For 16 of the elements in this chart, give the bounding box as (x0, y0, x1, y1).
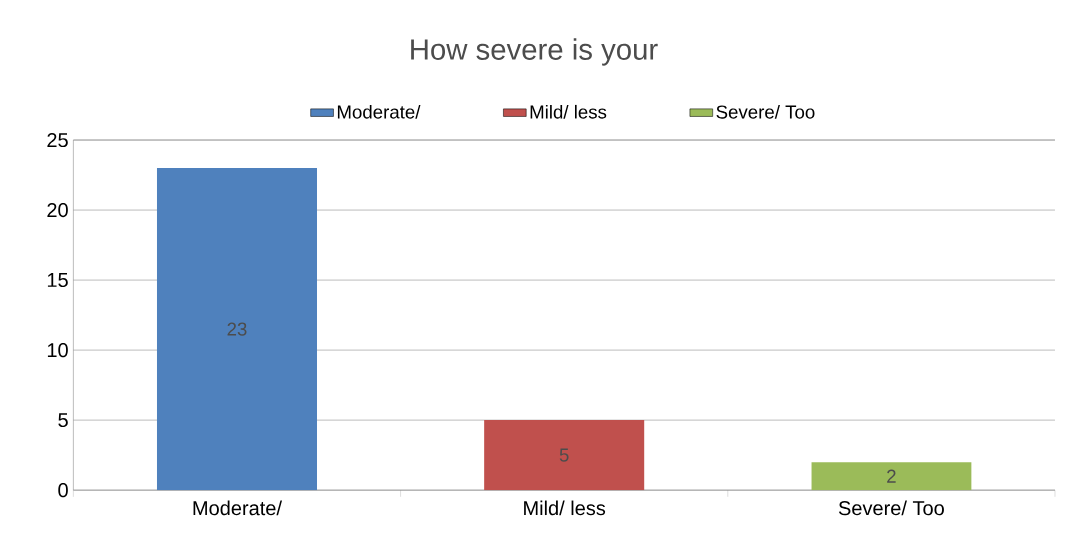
y-tick-label: 25 (47, 132, 68, 148)
x-tick-label: Mild/ less (524, 500, 606, 516)
legend-label: Mild/ less (530, 104, 607, 119)
legend-label: Severe/ Too (716, 104, 815, 119)
data-label: 2 (887, 469, 896, 483)
chart-title: How severe is your (411, 38, 658, 66)
data-label: 23 (227, 322, 247, 336)
y-tick-label: 5 (58, 413, 68, 428)
y-tick-label: 20 (47, 202, 68, 218)
data-label: 5 (559, 448, 569, 462)
y-tick-label: 15 (47, 273, 68, 287)
legend-label: Moderate/ (337, 104, 421, 119)
x-tick-label: Moderate/ (193, 500, 282, 516)
y-tick-label: 0 (58, 482, 68, 498)
y-tick-label: 10 (47, 342, 68, 358)
x-tick-label: Severe/ Too (838, 500, 944, 516)
